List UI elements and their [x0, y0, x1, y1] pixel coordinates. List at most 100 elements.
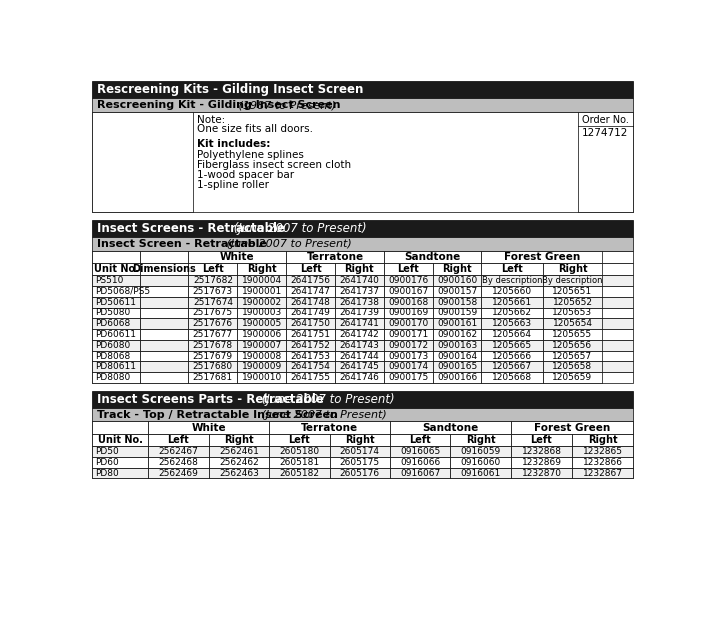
Bar — [92, 318, 140, 329]
Bar — [286, 318, 335, 329]
Text: 1205663: 1205663 — [492, 319, 532, 328]
Text: Left: Left — [409, 435, 431, 445]
Bar — [237, 350, 286, 361]
Text: Forest Green: Forest Green — [504, 252, 580, 261]
Text: 2641754: 2641754 — [290, 363, 331, 372]
Bar — [140, 329, 188, 340]
Text: 2517682: 2517682 — [193, 276, 233, 285]
Text: Unit No.: Unit No. — [98, 435, 143, 445]
Bar — [188, 329, 237, 340]
Bar — [433, 361, 481, 372]
Text: 1900003: 1900003 — [241, 308, 282, 317]
Text: Left: Left — [397, 264, 419, 274]
Text: 1205654: 1205654 — [552, 319, 593, 328]
Bar — [148, 457, 209, 468]
Bar — [92, 468, 634, 478]
Bar — [384, 275, 433, 286]
Bar — [572, 446, 634, 457]
Bar — [92, 446, 148, 457]
Text: (June 2007 to Present): (June 2007 to Present) — [223, 238, 352, 249]
Bar — [148, 434, 209, 446]
Text: White: White — [220, 252, 255, 261]
Text: 1205658: 1205658 — [552, 363, 593, 372]
Text: Dimensions: Dimensions — [132, 264, 196, 274]
Bar — [450, 434, 511, 446]
Text: Terratone: Terratone — [307, 252, 363, 261]
Text: Insect Screens - Retractable: Insect Screens - Retractable — [97, 222, 285, 234]
Text: 2517674: 2517674 — [193, 298, 233, 307]
Bar — [92, 340, 140, 350]
Text: Sandtone: Sandtone — [404, 252, 461, 261]
Bar — [92, 275, 634, 286]
Text: Right: Right — [247, 264, 277, 274]
Bar — [511, 457, 572, 468]
Text: PD8080: PD8080 — [95, 373, 130, 382]
Bar — [286, 350, 335, 361]
Text: Terratone: Terratone — [301, 422, 358, 433]
Bar — [140, 275, 188, 286]
Bar — [390, 434, 450, 446]
Bar — [542, 318, 603, 329]
Bar — [335, 372, 384, 383]
Text: 1205657: 1205657 — [552, 352, 593, 361]
Bar — [237, 286, 286, 297]
Bar — [542, 297, 603, 308]
Bar — [481, 340, 542, 350]
Text: 2641748: 2641748 — [290, 298, 331, 307]
Bar — [335, 263, 384, 275]
Text: By description: By description — [542, 276, 603, 285]
Bar — [92, 112, 634, 212]
Bar — [286, 263, 335, 275]
Text: PD50611: PD50611 — [95, 298, 136, 307]
Text: 2641742: 2641742 — [340, 330, 379, 339]
Bar — [92, 98, 634, 112]
Text: 2562463: 2562463 — [219, 469, 259, 478]
Bar — [92, 434, 148, 446]
Bar — [92, 361, 634, 372]
Bar — [390, 457, 450, 468]
Bar — [269, 468, 329, 478]
Bar — [92, 263, 140, 275]
Bar — [542, 275, 603, 286]
Text: 0900166: 0900166 — [437, 373, 477, 382]
Text: PD5068/PS5: PD5068/PS5 — [95, 287, 150, 296]
Bar — [140, 297, 188, 308]
Text: 0900161: 0900161 — [437, 319, 477, 328]
Text: 0900176: 0900176 — [388, 276, 428, 285]
Text: 1232870: 1232870 — [522, 469, 561, 478]
Text: 0900175: 0900175 — [388, 373, 428, 382]
Bar — [335, 286, 384, 297]
Text: 2605180: 2605180 — [279, 447, 319, 456]
Bar — [542, 263, 603, 275]
Text: PD6080: PD6080 — [95, 341, 130, 350]
Bar — [92, 340, 634, 350]
Text: 0900158: 0900158 — [437, 298, 477, 307]
Text: 1205665: 1205665 — [492, 341, 532, 350]
Bar — [140, 251, 188, 263]
Text: 0900157: 0900157 — [437, 287, 477, 296]
Bar — [188, 318, 237, 329]
Bar — [390, 468, 450, 478]
Bar — [481, 350, 542, 361]
Bar — [237, 263, 286, 275]
Bar — [92, 263, 634, 275]
Text: PD8068: PD8068 — [95, 352, 130, 361]
Bar — [450, 446, 511, 457]
Text: Order No.: Order No. — [582, 115, 629, 125]
Bar — [188, 275, 237, 286]
Text: Polyethylene splines: Polyethylene splines — [197, 150, 304, 160]
Bar — [140, 286, 188, 297]
Bar — [92, 308, 634, 318]
Text: 2605174: 2605174 — [340, 447, 379, 456]
Text: 0900172: 0900172 — [388, 341, 428, 350]
Text: Left: Left — [501, 264, 523, 274]
Bar — [148, 446, 209, 457]
Text: 1232866: 1232866 — [583, 458, 623, 467]
Bar — [542, 308, 603, 318]
Text: Track - Top / Retractable Insect Screen: Track - Top / Retractable Insect Screen — [97, 410, 338, 419]
Text: Left: Left — [299, 264, 321, 274]
Text: Kit includes:: Kit includes: — [197, 139, 270, 149]
Text: 2641740: 2641740 — [339, 276, 379, 285]
Bar — [237, 361, 286, 372]
Bar — [384, 308, 433, 318]
